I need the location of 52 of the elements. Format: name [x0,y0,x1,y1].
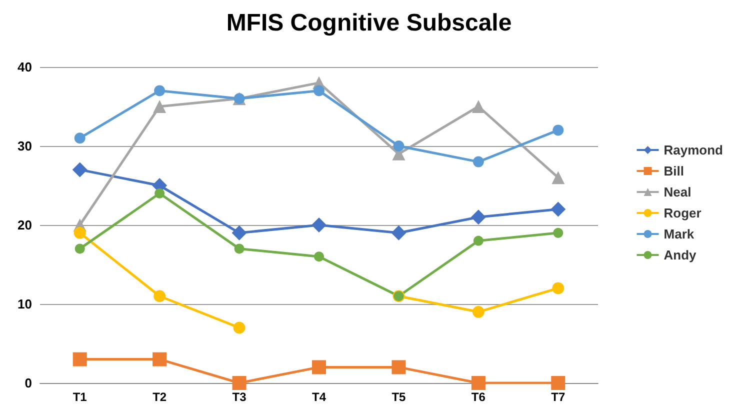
y-tick-label: 40 [18,60,32,74]
point [74,244,85,254]
legend-label: Raymond [664,142,724,158]
point [472,100,485,113]
point [314,85,324,96]
point [312,218,326,232]
point [552,171,565,184]
point [232,376,246,390]
point [471,376,486,390]
point [551,376,566,390]
legend-label: Neal [664,184,692,200]
x-tick-label: T3 [232,390,247,404]
point [472,156,484,168]
point [312,360,326,374]
legend-label: Mark [664,226,695,242]
legend-label: Andy [664,248,698,262]
point [72,352,87,366]
point [470,210,486,225]
point [553,228,564,238]
y-tick-label: 10 [18,296,32,312]
y-tick-label: 0 [24,376,32,390]
point [550,202,566,217]
point [152,352,167,366]
legend-label: Bill [664,164,684,178]
point [391,225,406,240]
x-tick-label: T7 [551,390,566,404]
chart-title: MFIS Cognitive Subscale [226,10,512,36]
point [154,290,166,302]
point [154,188,165,198]
point [552,124,564,136]
point [232,225,247,240]
point [74,226,86,239]
point [392,360,406,374]
x-tick-label: T2 [152,390,167,404]
point [233,322,246,334]
point [314,252,324,262]
x-tick-label: T4 [312,390,326,404]
x-tick-label: T5 [392,390,406,404]
legend-label: Roger [664,206,702,220]
point [473,236,484,246]
point [234,244,244,254]
x-tick-label: T6 [471,390,486,404]
y-tick-label: 20 [18,218,32,232]
point [72,162,88,178]
point [393,140,404,152]
x-tick-label: T1 [72,390,88,404]
point [154,85,166,96]
point [552,282,564,294]
point [74,132,86,144]
y-tick-label: 30 [18,138,32,154]
point [472,306,484,318]
point [153,100,166,113]
